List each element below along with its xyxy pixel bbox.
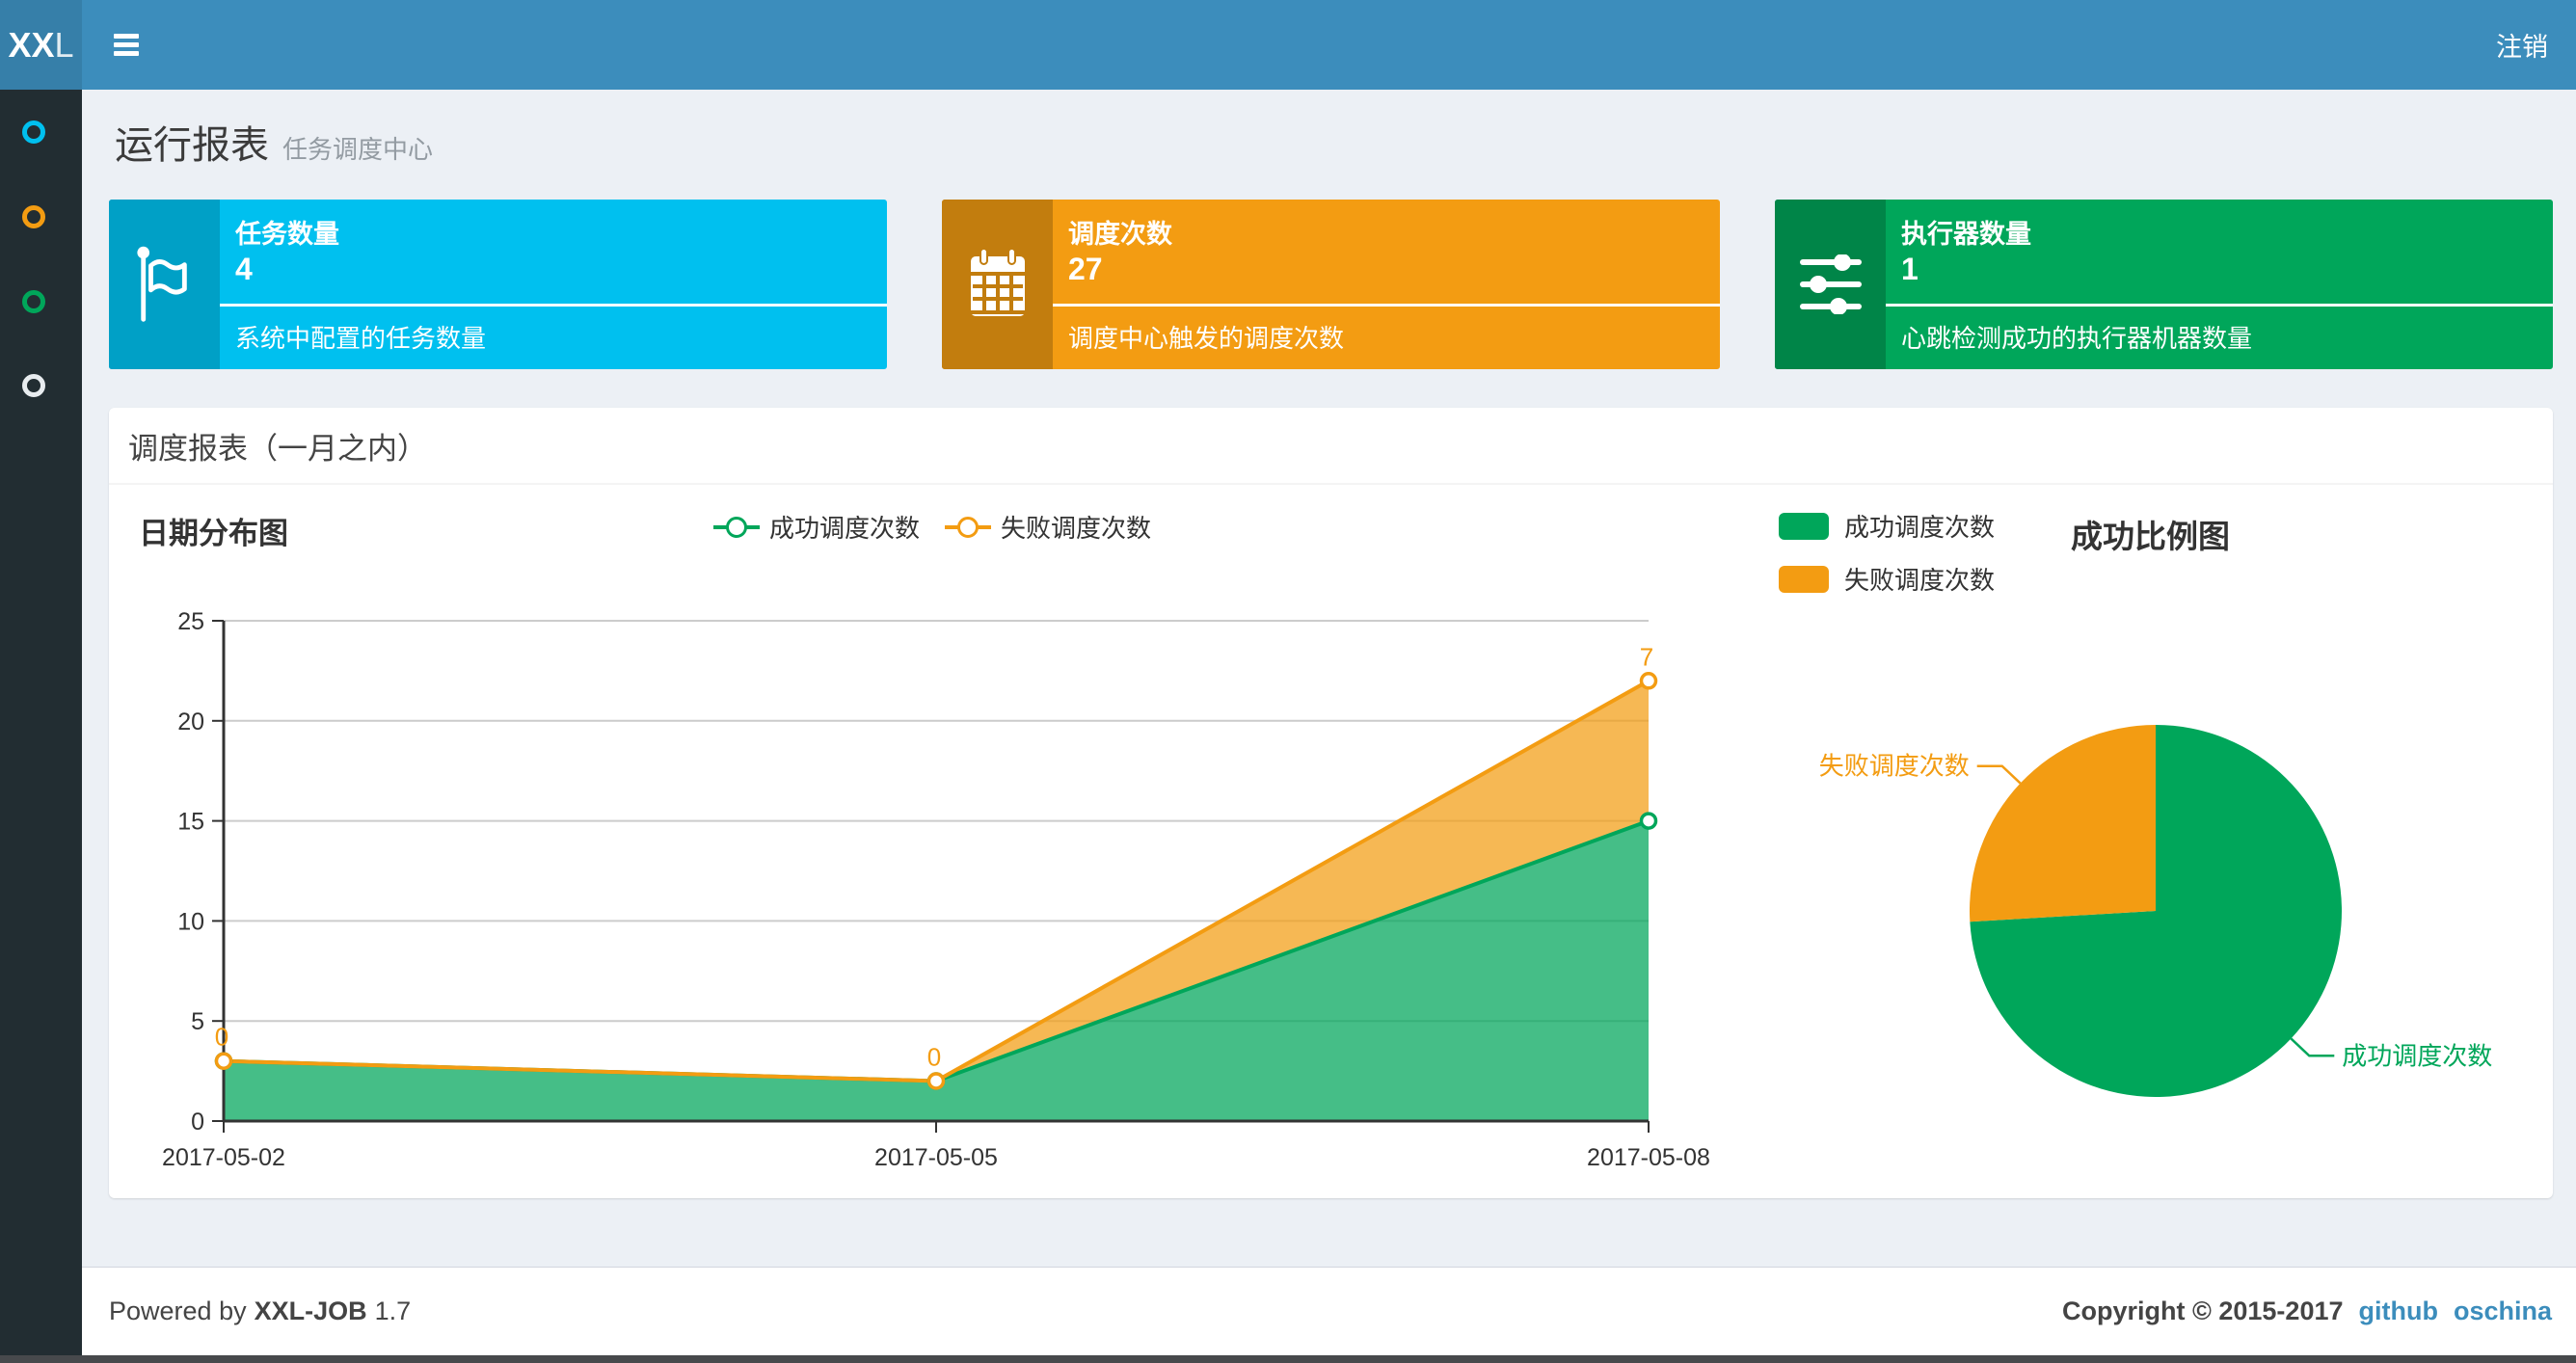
success-ratio-pie-chart[interactable]: 成功调度次数 失败调度次数 [1764, 675, 2574, 1215]
sidebar-item-report-icon[interactable] [22, 120, 45, 144]
card-value: 1 [1901, 252, 1919, 286]
powered-by-text: Powered by [109, 1296, 247, 1325]
calendar-icon [942, 200, 1053, 369]
oschina-link[interactable]: oschina [2453, 1296, 2552, 1325]
logo-text-light: L [54, 24, 74, 65]
sidebar-item-help-icon[interactable] [22, 374, 45, 397]
legend-item-fail[interactable]: 失败调度次数 [945, 509, 1151, 545]
card-title: 执行器数量 [1901, 220, 2031, 249]
svg-text:0: 0 [191, 1109, 204, 1136]
svg-text:20: 20 [177, 708, 204, 735]
footer-powered-by: Powered by XXL-JOB 1.7 [109, 1268, 411, 1355]
card-value: 4 [235, 252, 253, 286]
svg-text:0: 0 [927, 1042, 941, 1071]
panel-title: 调度报表（一月之内） [109, 408, 2553, 485]
legend-swatch-icon [1779, 512, 1829, 540]
hamburger-icon [88, 34, 165, 56]
legend-item-fail[interactable]: 失败调度次数 [1779, 561, 1995, 597]
legend-swatch-icon [1779, 565, 1829, 593]
svg-text:2017-05-02: 2017-05-02 [162, 1144, 285, 1171]
legend-label: 成功调度次数 [769, 514, 921, 543]
logo-text-bold: XX [8, 24, 55, 65]
card-value: 27 [1068, 252, 1103, 286]
card-divider [1886, 304, 2553, 307]
window-bottom-edge [0, 1355, 2576, 1363]
card-title: 任务数量 [235, 220, 339, 249]
svg-text:25: 25 [177, 608, 204, 635]
sliders-icon [1775, 200, 1886, 369]
sidebar-toggle-button[interactable] [82, 0, 171, 90]
top-navbar: XX L 注销 [0, 0, 2576, 90]
logout-button[interactable]: 注销 [2496, 33, 2548, 62]
legend-item-success[interactable]: 成功调度次数 [1779, 508, 1995, 544]
stat-card-jobs: 任务数量 4 系统中配置的任务数量 [109, 200, 887, 369]
stat-card-executors: 执行器数量 1 心跳检测成功的执行器机器数量 [1775, 200, 2553, 369]
flag-icon [109, 200, 220, 369]
footer: Powered by XXL-JOB 1.7 Copyright © 2015-… [82, 1267, 2576, 1355]
line-chart-legend: 成功调度次数 失败调度次数 [713, 509, 1151, 545]
footer-copyright: Copyright © 2015-2017 github oschina [2062, 1268, 2552, 1355]
legend-label: 成功调度次数 [1844, 513, 1996, 542]
version-text: 1.7 [374, 1296, 412, 1325]
line-circle-marker-icon [713, 516, 760, 539]
svg-text:2017-05-08: 2017-05-08 [1587, 1144, 1710, 1171]
card-description: 调度中心触发的调度次数 [1068, 324, 1345, 353]
card-description: 系统中配置的任务数量 [235, 324, 487, 353]
copyright-text: Copyright © 2015-2017 [2061, 1296, 2344, 1325]
svg-text:失败调度次数: 失败调度次数 [1819, 752, 1970, 781]
card-divider [220, 304, 887, 307]
card-description: 心跳检测成功的执行器机器数量 [1901, 324, 2253, 353]
stat-cards-row: 任务数量 4 系统中配置的任务数量 调度次数 27 [109, 200, 2553, 369]
line-chart-title: 日期分布图 [139, 517, 288, 550]
sidebar-item-log-icon[interactable] [22, 290, 45, 313]
legend-item-success[interactable]: 成功调度次数 [713, 509, 920, 545]
legend-label: 失败调度次数 [1844, 566, 1996, 595]
github-link[interactable]: github [2358, 1296, 2438, 1325]
sidebar-item-jobs-icon[interactable] [22, 205, 45, 228]
pie-chart-legend: 成功调度次数 失败调度次数 [1779, 508, 1995, 597]
svg-text:2017-05-05: 2017-05-05 [874, 1144, 998, 1171]
svg-text:成功调度次数: 成功调度次数 [2342, 1041, 2492, 1070]
page-title: 运行报表 任务调度中心 [115, 114, 433, 170]
svg-text:5: 5 [191, 1008, 204, 1035]
svg-text:7: 7 [1640, 642, 1653, 671]
page-subtitle: 任务调度中心 [282, 135, 434, 164]
pie-chart-title: 成功比例图 [2071, 519, 2230, 554]
page-title-text: 运行报表 [115, 124, 269, 167]
brand-text: XXL-JOB [254, 1296, 367, 1325]
stat-card-dispatches: 调度次数 27 调度中心触发的调度次数 [942, 200, 1720, 369]
sidebar [0, 90, 82, 1363]
svg-text:15: 15 [177, 809, 204, 836]
card-divider [1053, 304, 1720, 307]
svg-text:10: 10 [177, 908, 204, 935]
line-circle-marker-icon [945, 516, 992, 539]
card-title: 调度次数 [1068, 220, 1172, 249]
app-logo[interactable]: XX L [0, 0, 82, 90]
svg-text:0: 0 [215, 1023, 228, 1052]
legend-label: 失败调度次数 [1001, 514, 1152, 543]
